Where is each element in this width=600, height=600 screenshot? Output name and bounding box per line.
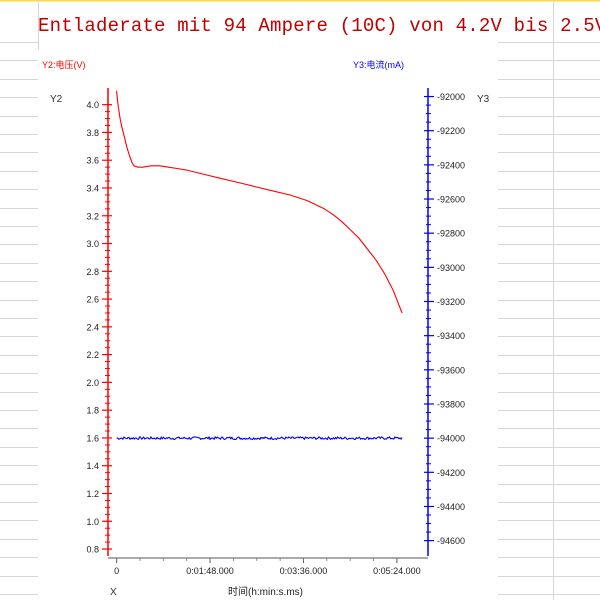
y2-tick-label: 1.6 (86, 433, 99, 443)
y2-tick-label: 1.0 (86, 517, 99, 527)
y2-tick-label: 2.8 (86, 267, 99, 277)
y2-tick-label: 2.0 (86, 378, 99, 388)
y2-axis-name: Y2 (50, 94, 63, 105)
y2-tick-label: 2.2 (86, 350, 99, 360)
y2-axis-label: Y2:电压(V) (42, 59, 86, 70)
y3-tick-label: -93800 (437, 399, 465, 409)
axes-group: 0.8 1.0 1.2 1.4 1.6 1.8 2.0 2.2 2.4 2.6 2.8 3.0 3.2 3… (86, 88, 465, 576)
y2-tick-label: 1.2 (86, 489, 99, 499)
x-tick-label: 0 (114, 566, 119, 576)
y3-tick-label: -92800 (437, 229, 465, 239)
y2-tick-label: 1.8 (86, 406, 99, 416)
x-tick-label: 0:05:24.000 (373, 566, 421, 576)
y3-tick-label: -92200 (437, 126, 465, 136)
current-series-line (116, 436, 403, 441)
y2-tick-label: 3.4 (86, 183, 99, 193)
y2-tick-label: 2.4 (86, 322, 99, 332)
y3-tick-label: -94000 (437, 434, 465, 444)
y3-tick-label: -93000 (437, 263, 465, 273)
y3-tick-label: -94400 (437, 502, 465, 512)
y3-axis-name: Y3 (477, 94, 490, 105)
y2-tick-label: 3.0 (86, 239, 99, 249)
chart-area-background (38, 50, 498, 600)
voltage-series-line (116, 90, 403, 314)
x-axis-name: X (110, 587, 117, 598)
y2-tick-label: 0.8 (86, 545, 99, 555)
y3-tick-label: -94200 (437, 468, 465, 478)
x-tick-label: 0:01:48.000 (186, 566, 234, 576)
x-tick-label: 0:03:36.000 (280, 566, 328, 576)
y2-tick-label: 3.6 (86, 156, 99, 166)
y3-tick-label: -94600 (437, 536, 465, 546)
y3-tick-label: -93200 (437, 297, 465, 307)
y3-tick-label: -92600 (437, 195, 465, 205)
x-axis-label: 时间(h:min:s.ms) (228, 585, 303, 598)
y2-tick-label: 4.0 (86, 100, 99, 110)
series-group (116, 90, 403, 441)
y3-tick-label: -92400 (437, 160, 465, 170)
chart-title: Entladerate mit 94 Ampere (10C) von 4.2V… (38, 15, 600, 37)
y2-tick-label: 1.4 (86, 461, 99, 471)
y3-axis-label: Y3:电流(mA) (353, 59, 404, 70)
y2-tick-label: 3.2 (86, 211, 99, 221)
y2-tick-label: 3.8 (86, 128, 99, 138)
y3-tick-label: -93600 (437, 365, 465, 375)
y3-tick-label: -93400 (437, 331, 465, 341)
y2-tick-label: 2.6 (86, 295, 99, 305)
y3-tick-label: -92000 (437, 92, 465, 102)
